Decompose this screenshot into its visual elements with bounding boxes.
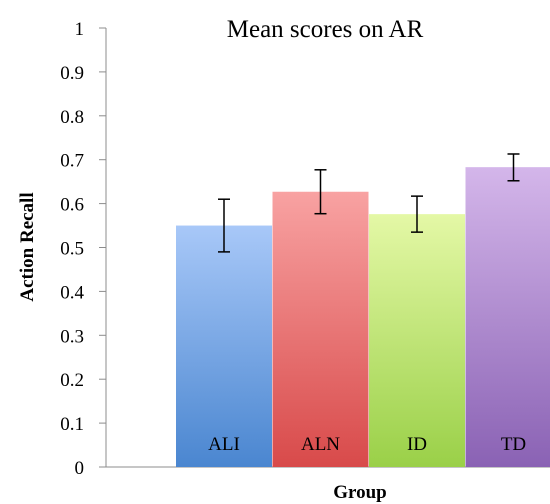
y-tick-label: 0 [75,458,85,479]
y-tick-label: 0.1 [60,414,84,435]
y-tick-label: 0.5 [60,239,84,260]
category-label-aln: ALN [301,434,340,455]
category-label-id: ID [407,434,427,455]
y-tick-label: 1 [75,19,85,40]
chart-title: Mean scores on AR [227,16,424,43]
y-tick-label: 0.3 [60,326,84,347]
y-tick-label: 0.2 [60,370,84,391]
y-tick-label: 0.9 [60,63,84,84]
y-tick-label: 0.6 [60,195,84,216]
bar-aln [272,191,369,467]
bar-td [465,167,550,467]
y-axis-label: Action Recall [17,192,38,301]
x-axis-label: Group [333,482,387,503]
category-label-td: TD [501,434,526,455]
y-tick-label: 0.7 [60,151,84,172]
bar-ali [176,225,272,467]
y-tick-label: 0.8 [60,107,84,128]
bar-id [369,214,465,467]
category-label-ali: ALI [208,434,240,455]
y-tick-label: 0.4 [60,282,84,303]
